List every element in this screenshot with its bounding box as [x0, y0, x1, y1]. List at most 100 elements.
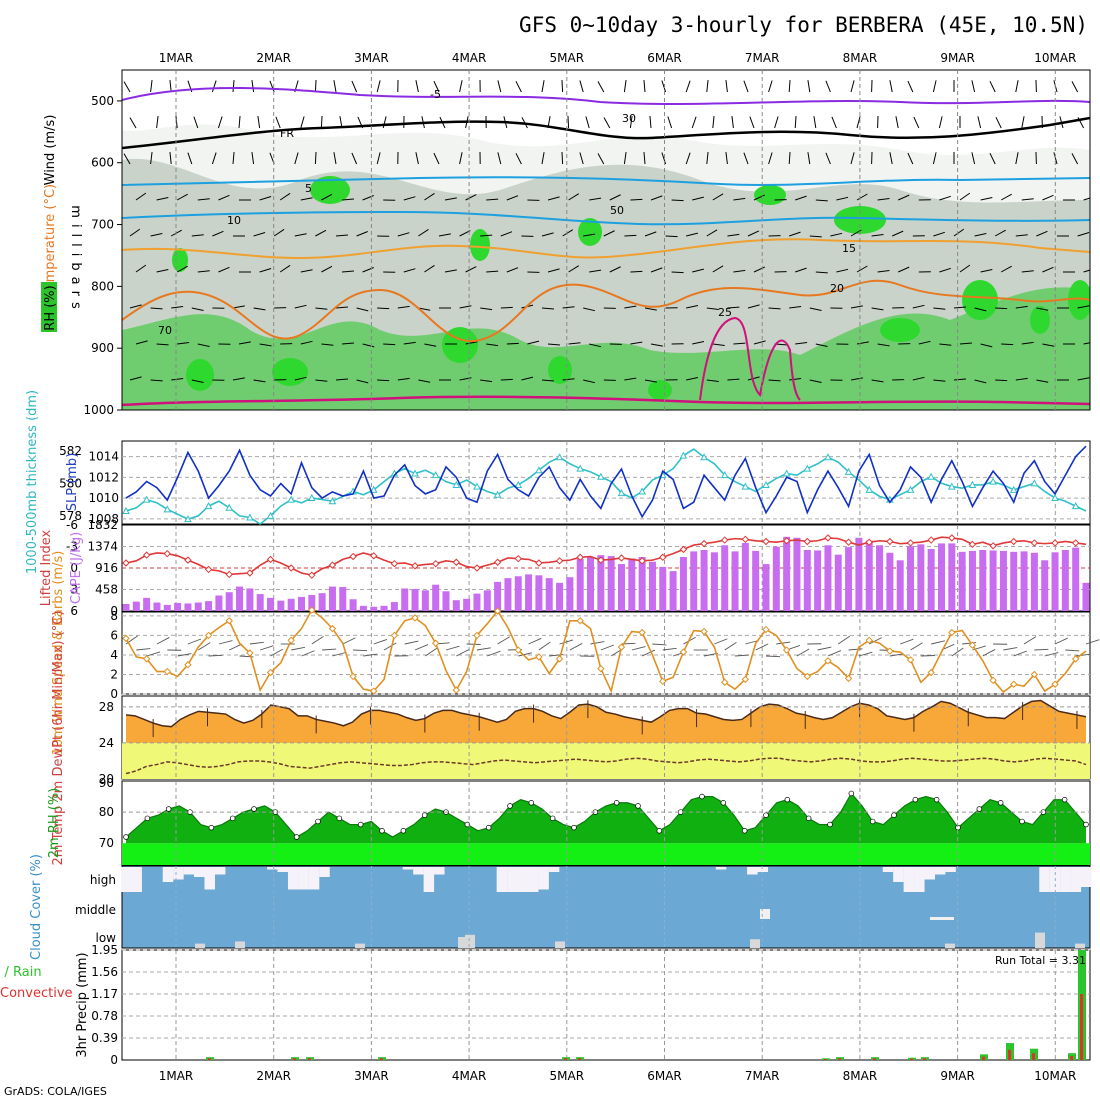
wind-barb — [465, 341, 478, 345]
isotherm-10 — [122, 210, 1090, 226]
wind10m-barb — [1023, 636, 1037, 645]
rh-point — [251, 806, 257, 812]
thickness-line-point — [844, 467, 853, 475]
wind-barb — [856, 116, 861, 129]
wind-barb — [856, 265, 868, 273]
wind10m-barb — [332, 651, 347, 657]
thickness-line-point — [947, 482, 956, 490]
wind-barb — [541, 152, 545, 165]
wind-barb — [418, 379, 431, 383]
wind-barb — [335, 234, 348, 237]
cape-bar — [442, 591, 450, 611]
isotherm-15 — [122, 238, 1090, 260]
rh-point — [656, 828, 663, 834]
wind10m-speed-line-point — [555, 655, 564, 663]
wind-barb — [1042, 194, 1054, 201]
wind-barb — [377, 379, 390, 382]
wind10m-speed-series — [122, 606, 1087, 695]
wind10m-barb — [982, 649, 996, 657]
thickness-slp-series — [122, 445, 1087, 525]
wind10m-barb — [311, 635, 324, 645]
cloud-level-label: high — [90, 873, 116, 887]
wind-barb — [795, 195, 807, 201]
cloud-high-bar — [1070, 867, 1082, 892]
wind-barb — [253, 307, 266, 311]
wind-barb — [629, 116, 633, 129]
wind-barb — [150, 307, 163, 310]
cloud-high-bar — [413, 867, 424, 875]
contour-label-fr: FR — [280, 127, 294, 140]
wind-barb — [692, 341, 705, 345]
wind-barb — [691, 116, 697, 129]
wind10m-barb — [817, 646, 832, 651]
wind-barb — [877, 343, 890, 347]
wind10m-barb — [1034, 648, 1049, 651]
rh-point — [1019, 818, 1025, 825]
wind-barb — [692, 268, 704, 273]
wind-barb — [733, 197, 746, 201]
wind-barb — [171, 306, 184, 309]
cape-bar — [638, 557, 646, 611]
wind-barb — [795, 267, 807, 273]
wind-barb — [497, 80, 502, 93]
wind-barb — [341, 198, 354, 201]
rh-blob — [648, 380, 672, 400]
wind-barb — [1015, 377, 1028, 381]
wind-barb — [251, 80, 255, 93]
wind10m-barb — [559, 639, 574, 645]
cloud-mid-bar — [930, 917, 954, 920]
cape-bar — [184, 603, 192, 611]
rh-point — [763, 812, 769, 818]
wind-barb — [980, 343, 993, 348]
wind-barb — [579, 152, 584, 165]
cloud-mid-bar — [760, 909, 770, 919]
wind-barb — [397, 377, 410, 381]
wind-barb — [753, 266, 766, 273]
lifted-index-line-point — [1071, 539, 1080, 547]
wind10m-barb — [363, 653, 378, 657]
wind-barb — [541, 232, 554, 237]
wind-barb — [238, 341, 251, 345]
wind10m-barb — [404, 640, 419, 645]
wind10m-barb — [776, 641, 791, 645]
wind-barb — [813, 116, 817, 129]
wind10m-speed-line-point — [535, 653, 543, 661]
wind10m-barb — [518, 652, 533, 657]
wind10m-speed-line-point — [865, 636, 873, 645]
wind-barb — [686, 232, 698, 237]
slp-tick-label: 1014 — [88, 450, 119, 464]
cape-bar — [246, 588, 254, 611]
wind10m-speed-line-point — [906, 656, 915, 664]
wind-barb — [193, 116, 199, 129]
cape-bar — [143, 597, 151, 611]
cloud-high-bar — [287, 867, 299, 890]
thickness-line-point — [803, 464, 812, 472]
rh-point — [485, 824, 492, 831]
lifted-index-line-point — [824, 534, 832, 542]
rh-point — [293, 834, 300, 840]
wind-barb — [433, 152, 440, 165]
lifted-index-line-point — [535, 559, 543, 567]
temp2m-axes: 20 24 28 — [99, 700, 114, 786]
wind-barb — [747, 304, 760, 309]
cape-bar — [390, 602, 398, 611]
cloud-high-bar — [1039, 867, 1050, 892]
cape-bar — [1020, 551, 1028, 611]
ua-legend-wind: Wind (m/s) — [43, 115, 58, 186]
thickness-line-point — [638, 487, 646, 495]
cape-bar — [545, 578, 553, 611]
wind-barb — [500, 306, 513, 309]
rh-point — [720, 800, 727, 806]
wind-barb — [150, 152, 153, 165]
li-tick-label: 0 — [70, 561, 78, 575]
wind10m-speed-line-point — [679, 648, 688, 656]
wind-barb — [123, 153, 131, 165]
cloud-high-bar — [747, 867, 758, 875]
cape-bar — [380, 605, 388, 611]
thickness-line-point — [369, 485, 378, 493]
wind-barb — [897, 194, 910, 201]
cloud-high-bar — [277, 867, 289, 872]
wind10m-barb — [724, 641, 737, 651]
cape-bar — [349, 599, 357, 611]
wind-barb — [341, 342, 354, 345]
